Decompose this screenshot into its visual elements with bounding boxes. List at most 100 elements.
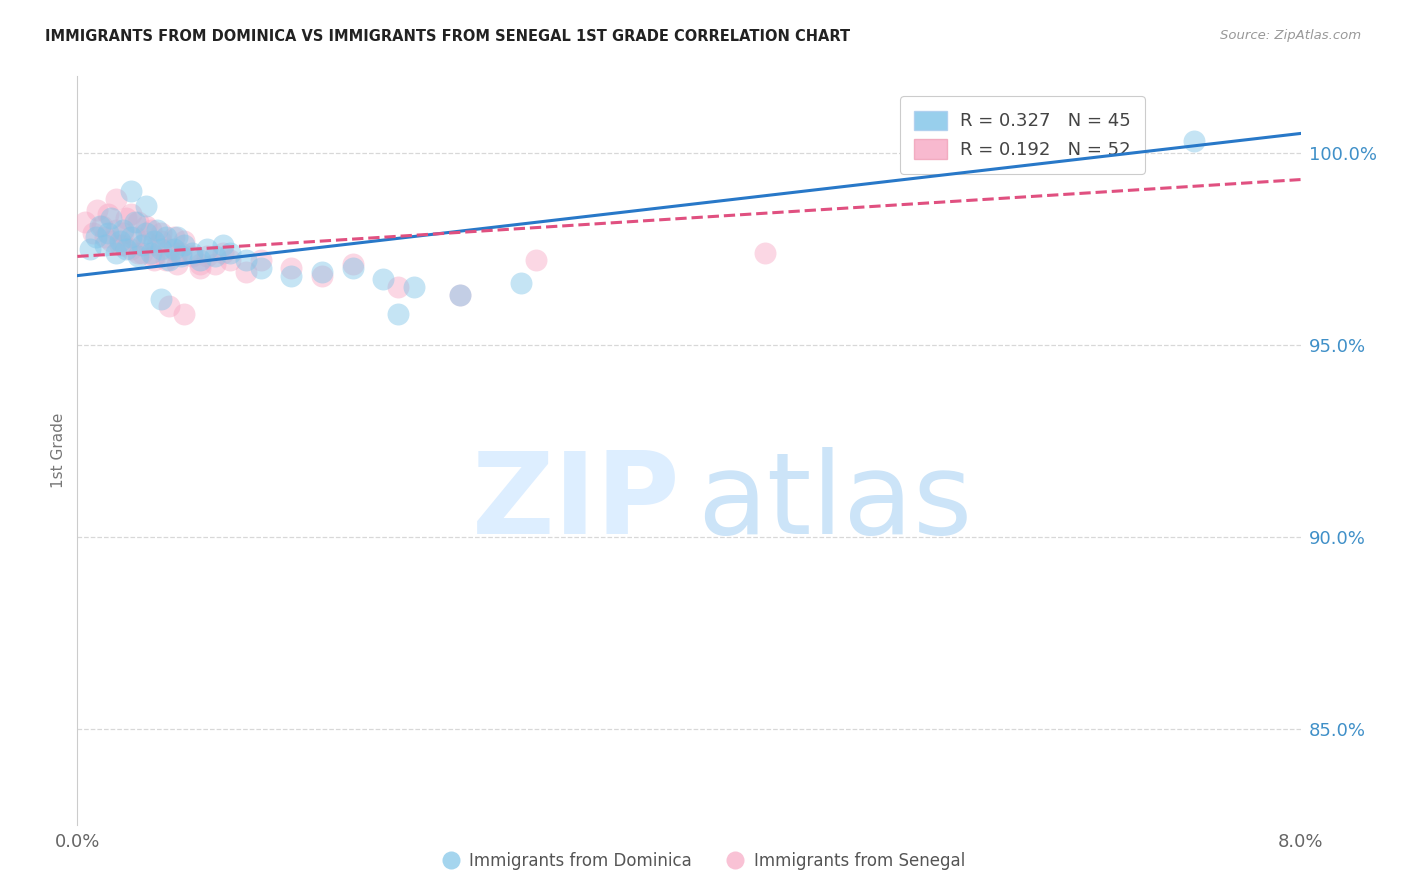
Point bbox=[90, 219, 112, 233]
Point bbox=[89, 219, 111, 233]
Text: atlas: atlas bbox=[697, 448, 973, 558]
Point bbox=[155, 253, 177, 268]
Point bbox=[181, 249, 204, 263]
Point bbox=[211, 238, 233, 252]
Point bbox=[142, 249, 165, 263]
Point bbox=[157, 253, 180, 268]
Point bbox=[155, 230, 177, 244]
Point bbox=[342, 260, 364, 275]
Point bbox=[150, 242, 173, 256]
Point bbox=[146, 222, 169, 236]
Legend: Immigrants from Dominica, Immigrants from Senegal: Immigrants from Dominica, Immigrants fro… bbox=[434, 846, 972, 877]
Point bbox=[166, 245, 188, 260]
Point bbox=[188, 253, 211, 268]
Point bbox=[131, 238, 153, 252]
Point bbox=[219, 253, 242, 268]
Y-axis label: 1st Grade: 1st Grade bbox=[51, 413, 66, 488]
Point bbox=[235, 265, 257, 279]
Point bbox=[82, 227, 104, 241]
Text: IMMIGRANTS FROM DOMINICA VS IMMIGRANTS FROM SENEGAL 1ST GRADE CORRELATION CHART: IMMIGRANTS FROM DOMINICA VS IMMIGRANTS F… bbox=[45, 29, 851, 44]
Point bbox=[188, 257, 211, 271]
Point bbox=[131, 245, 153, 260]
Point bbox=[150, 234, 173, 248]
Point bbox=[188, 260, 211, 275]
Point bbox=[73, 215, 96, 229]
Point bbox=[84, 230, 107, 244]
Point bbox=[94, 238, 117, 252]
Point bbox=[173, 234, 195, 248]
Point bbox=[115, 211, 138, 225]
Point bbox=[112, 227, 135, 241]
Point bbox=[135, 234, 157, 248]
Point bbox=[135, 219, 157, 233]
Point bbox=[79, 242, 101, 256]
Point bbox=[97, 227, 120, 241]
Point bbox=[311, 268, 333, 283]
Point bbox=[135, 199, 157, 213]
Point bbox=[449, 288, 471, 302]
Point bbox=[127, 245, 149, 260]
Point bbox=[170, 245, 193, 260]
Point bbox=[181, 245, 204, 260]
Point bbox=[124, 215, 146, 229]
Point bbox=[150, 292, 173, 306]
Point bbox=[127, 249, 149, 263]
Point bbox=[100, 234, 122, 248]
Point bbox=[166, 230, 188, 244]
Point bbox=[108, 234, 131, 248]
Point bbox=[170, 249, 193, 263]
Point bbox=[524, 253, 547, 268]
Point bbox=[166, 257, 188, 271]
Point bbox=[108, 238, 131, 252]
Point bbox=[97, 207, 120, 221]
Point bbox=[142, 234, 165, 248]
Point bbox=[163, 242, 186, 256]
Point bbox=[86, 203, 108, 218]
Point bbox=[449, 288, 471, 302]
Point bbox=[139, 222, 162, 236]
Point bbox=[204, 249, 226, 263]
Point bbox=[135, 227, 157, 241]
Point bbox=[173, 307, 195, 321]
Text: ZIP: ZIP bbox=[472, 448, 681, 558]
Point bbox=[112, 222, 135, 236]
Point bbox=[104, 222, 127, 236]
Point bbox=[124, 230, 146, 244]
Point bbox=[142, 253, 165, 268]
Point bbox=[509, 277, 531, 291]
Point bbox=[204, 257, 226, 271]
Point bbox=[127, 215, 149, 229]
Point bbox=[120, 242, 142, 256]
Point bbox=[280, 268, 302, 283]
Point bbox=[211, 245, 233, 260]
Point bbox=[150, 227, 173, 241]
Point bbox=[1182, 134, 1205, 148]
Point bbox=[342, 257, 364, 271]
Point bbox=[371, 272, 394, 286]
Point bbox=[311, 265, 333, 279]
Text: Source: ZipAtlas.com: Source: ZipAtlas.com bbox=[1220, 29, 1361, 42]
Point bbox=[100, 211, 122, 225]
Point bbox=[120, 230, 142, 244]
Point bbox=[112, 238, 135, 252]
Legend: R = 0.327   N = 45, R = 0.192   N = 52: R = 0.327 N = 45, R = 0.192 N = 52 bbox=[900, 96, 1144, 174]
Point bbox=[163, 230, 186, 244]
Point bbox=[280, 260, 302, 275]
Point bbox=[195, 249, 218, 263]
Point bbox=[195, 242, 218, 256]
Point bbox=[120, 207, 142, 221]
Point bbox=[235, 253, 257, 268]
Point bbox=[157, 242, 180, 256]
Point bbox=[402, 280, 425, 294]
Point bbox=[754, 245, 776, 260]
Point bbox=[173, 238, 195, 252]
Point bbox=[387, 307, 409, 321]
Point bbox=[157, 299, 180, 313]
Point bbox=[139, 245, 162, 260]
Point bbox=[104, 245, 127, 260]
Point bbox=[250, 260, 273, 275]
Point bbox=[219, 245, 242, 260]
Point bbox=[120, 184, 142, 198]
Point bbox=[146, 238, 169, 252]
Point bbox=[94, 230, 117, 244]
